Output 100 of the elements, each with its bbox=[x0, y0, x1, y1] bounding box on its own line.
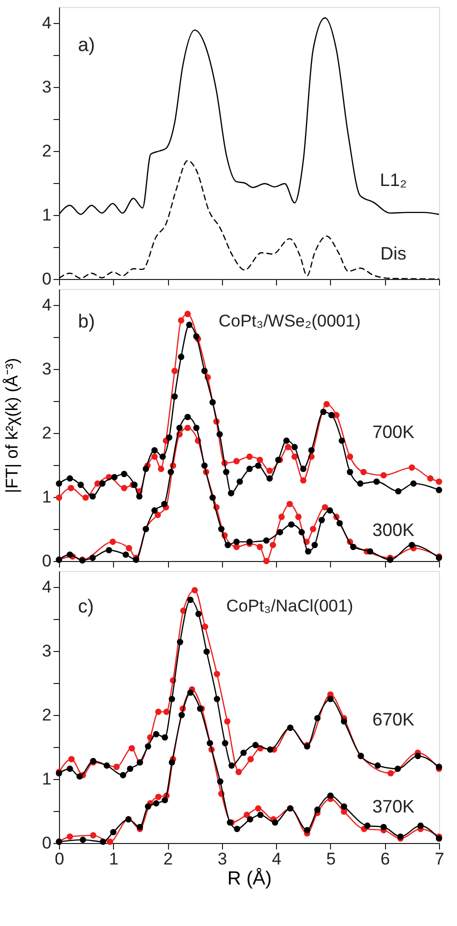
point bbox=[346, 454, 354, 460]
point bbox=[82, 494, 89, 501]
y-tick-label: 1 bbox=[42, 206, 52, 224]
point bbox=[214, 670, 220, 678]
point bbox=[66, 551, 74, 558]
point bbox=[89, 554, 96, 561]
point bbox=[240, 750, 247, 756]
point bbox=[233, 458, 240, 464]
point bbox=[126, 545, 132, 552]
point bbox=[256, 456, 264, 464]
point bbox=[78, 482, 84, 488]
point bbox=[209, 399, 216, 406]
point bbox=[340, 718, 348, 725]
y-tick-label: 0 bbox=[42, 552, 52, 570]
point bbox=[142, 466, 150, 472]
point bbox=[394, 766, 401, 772]
point bbox=[357, 480, 364, 487]
point bbox=[89, 493, 96, 500]
x-tick-label: 5 bbox=[326, 850, 336, 868]
x-tick-label: 2 bbox=[163, 850, 173, 868]
point bbox=[364, 822, 371, 829]
point bbox=[104, 762, 110, 769]
point bbox=[99, 480, 106, 487]
annotation: L1₂ bbox=[380, 170, 407, 190]
point bbox=[218, 526, 224, 532]
point bbox=[244, 812, 250, 818]
point bbox=[176, 424, 183, 432]
point bbox=[153, 731, 160, 738]
point bbox=[255, 462, 262, 469]
point bbox=[255, 805, 262, 812]
point bbox=[436, 486, 442, 494]
point bbox=[298, 529, 305, 536]
point bbox=[266, 475, 273, 482]
point bbox=[246, 816, 254, 822]
point bbox=[236, 478, 243, 485]
point bbox=[388, 770, 394, 776]
point bbox=[395, 488, 402, 494]
y-tick-label: 3 bbox=[42, 78, 52, 96]
point bbox=[300, 466, 306, 472]
y-tick-label: 3 bbox=[42, 642, 52, 660]
point bbox=[267, 746, 274, 753]
annotation: CoPt₃/NaCl(001) bbox=[226, 596, 354, 616]
annotation: b) bbox=[78, 312, 95, 333]
point bbox=[201, 462, 208, 469]
point bbox=[263, 558, 270, 564]
y-tick-label: 4 bbox=[42, 296, 52, 314]
annotation: CoPt₃/WSe₂(0001) bbox=[218, 312, 361, 331]
point bbox=[291, 454, 298, 460]
point bbox=[300, 477, 306, 484]
point bbox=[90, 832, 96, 838]
point bbox=[278, 514, 285, 520]
point bbox=[327, 792, 334, 799]
point bbox=[113, 764, 120, 770]
x-tick-label: 0 bbox=[54, 850, 64, 868]
point bbox=[163, 708, 170, 715]
annotation: c) bbox=[78, 596, 94, 618]
point bbox=[408, 542, 416, 548]
point bbox=[224, 542, 231, 548]
point bbox=[217, 778, 224, 785]
point bbox=[184, 310, 191, 318]
point bbox=[192, 587, 198, 594]
point bbox=[158, 466, 164, 472]
x-tick-label: 7 bbox=[434, 850, 444, 868]
point bbox=[291, 444, 298, 450]
point bbox=[151, 507, 158, 514]
y-tick-label: 3 bbox=[42, 360, 52, 378]
point bbox=[122, 551, 129, 558]
point bbox=[160, 454, 166, 460]
point bbox=[228, 490, 234, 496]
y-tick-label: 1 bbox=[42, 488, 52, 506]
point bbox=[178, 712, 185, 718]
point bbox=[314, 715, 321, 722]
point bbox=[234, 826, 240, 832]
point bbox=[162, 796, 168, 804]
point bbox=[233, 538, 240, 545]
point bbox=[214, 696, 220, 702]
point bbox=[304, 827, 310, 834]
point bbox=[283, 438, 290, 444]
point bbox=[201, 368, 208, 374]
point bbox=[110, 538, 116, 545]
y-tick-label: 2 bbox=[42, 142, 52, 160]
point bbox=[161, 500, 168, 508]
point bbox=[168, 468, 174, 476]
point bbox=[176, 638, 184, 646]
point bbox=[223, 468, 230, 476]
point bbox=[187, 689, 194, 696]
point bbox=[346, 468, 354, 476]
point bbox=[246, 454, 253, 460]
point bbox=[106, 546, 112, 554]
point bbox=[308, 447, 315, 454]
point bbox=[111, 474, 118, 480]
point bbox=[193, 333, 200, 340]
point bbox=[56, 494, 62, 501]
point bbox=[153, 800, 160, 806]
point bbox=[195, 610, 202, 618]
point bbox=[193, 424, 200, 432]
point bbox=[186, 322, 192, 328]
point bbox=[246, 466, 253, 472]
point bbox=[256, 544, 264, 550]
point bbox=[166, 434, 172, 441]
